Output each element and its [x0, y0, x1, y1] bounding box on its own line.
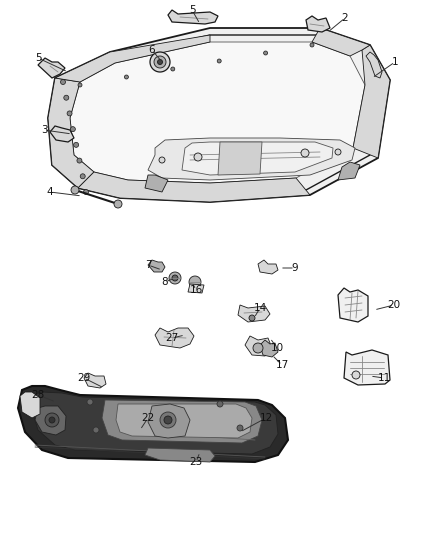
- Text: 17: 17: [276, 360, 289, 370]
- Polygon shape: [218, 142, 262, 175]
- Circle shape: [77, 158, 82, 163]
- Polygon shape: [18, 386, 288, 462]
- Circle shape: [171, 67, 175, 71]
- Polygon shape: [48, 28, 390, 202]
- Polygon shape: [56, 35, 382, 196]
- Polygon shape: [32, 392, 278, 454]
- Circle shape: [237, 425, 243, 431]
- Circle shape: [189, 276, 201, 288]
- Text: 8: 8: [162, 277, 168, 287]
- Circle shape: [264, 51, 268, 55]
- Circle shape: [49, 417, 55, 423]
- Polygon shape: [50, 126, 74, 142]
- Circle shape: [154, 56, 166, 68]
- Circle shape: [71, 127, 75, 132]
- Circle shape: [74, 142, 79, 147]
- Polygon shape: [55, 35, 210, 82]
- Polygon shape: [168, 10, 218, 24]
- Circle shape: [67, 111, 72, 116]
- Circle shape: [310, 43, 314, 47]
- Polygon shape: [102, 400, 262, 443]
- Text: 7: 7: [145, 260, 151, 270]
- Circle shape: [84, 190, 88, 195]
- Circle shape: [150, 52, 170, 72]
- Polygon shape: [344, 350, 390, 385]
- Polygon shape: [48, 78, 94, 188]
- Polygon shape: [366, 52, 382, 78]
- Circle shape: [160, 412, 176, 428]
- Polygon shape: [306, 16, 330, 32]
- Circle shape: [80, 174, 85, 179]
- Circle shape: [249, 315, 255, 321]
- Circle shape: [172, 275, 178, 281]
- Circle shape: [93, 427, 99, 433]
- Polygon shape: [145, 175, 168, 192]
- Text: 9: 9: [292, 263, 298, 273]
- Polygon shape: [338, 288, 368, 322]
- Circle shape: [45, 413, 59, 427]
- Text: 20: 20: [388, 300, 401, 310]
- Text: 22: 22: [141, 413, 155, 423]
- Polygon shape: [38, 58, 65, 78]
- Circle shape: [78, 83, 82, 87]
- Text: 16: 16: [189, 285, 203, 295]
- Text: 1: 1: [392, 57, 398, 67]
- Text: 5: 5: [189, 5, 195, 15]
- Circle shape: [194, 153, 202, 161]
- Circle shape: [217, 59, 221, 63]
- Text: 6: 6: [148, 45, 155, 55]
- Polygon shape: [70, 42, 365, 183]
- Circle shape: [71, 186, 79, 194]
- Text: 11: 11: [378, 373, 391, 383]
- Polygon shape: [78, 172, 310, 202]
- Text: 2: 2: [342, 13, 348, 23]
- Text: 27: 27: [166, 333, 179, 343]
- Text: 5: 5: [35, 53, 41, 63]
- Polygon shape: [148, 260, 165, 272]
- Polygon shape: [155, 328, 194, 348]
- Circle shape: [217, 401, 223, 407]
- Circle shape: [159, 157, 165, 163]
- Polygon shape: [338, 162, 360, 180]
- Polygon shape: [353, 45, 390, 158]
- Polygon shape: [148, 138, 355, 180]
- Text: 23: 23: [189, 457, 203, 467]
- Polygon shape: [35, 406, 66, 435]
- Circle shape: [164, 416, 172, 424]
- Circle shape: [253, 343, 263, 353]
- Text: 10: 10: [270, 343, 283, 353]
- Circle shape: [169, 272, 181, 284]
- Text: 28: 28: [32, 390, 45, 400]
- Circle shape: [114, 200, 122, 208]
- Text: 29: 29: [78, 373, 91, 383]
- Polygon shape: [238, 305, 270, 322]
- Text: 4: 4: [47, 187, 53, 197]
- Polygon shape: [245, 336, 272, 356]
- Circle shape: [60, 79, 66, 85]
- Polygon shape: [145, 448, 215, 462]
- Polygon shape: [84, 373, 106, 388]
- Circle shape: [64, 95, 69, 100]
- Polygon shape: [258, 260, 278, 274]
- Circle shape: [335, 149, 341, 155]
- Polygon shape: [20, 392, 40, 418]
- Polygon shape: [182, 142, 333, 175]
- Polygon shape: [116, 404, 252, 438]
- Text: 14: 14: [253, 303, 267, 313]
- Circle shape: [352, 371, 360, 379]
- Circle shape: [158, 60, 162, 64]
- Circle shape: [87, 399, 93, 405]
- Circle shape: [301, 149, 309, 157]
- Polygon shape: [148, 404, 190, 438]
- Text: 12: 12: [259, 413, 272, 423]
- Polygon shape: [312, 28, 370, 56]
- Circle shape: [124, 75, 128, 79]
- Text: 3: 3: [41, 125, 47, 135]
- Polygon shape: [260, 340, 278, 357]
- Polygon shape: [188, 284, 204, 293]
